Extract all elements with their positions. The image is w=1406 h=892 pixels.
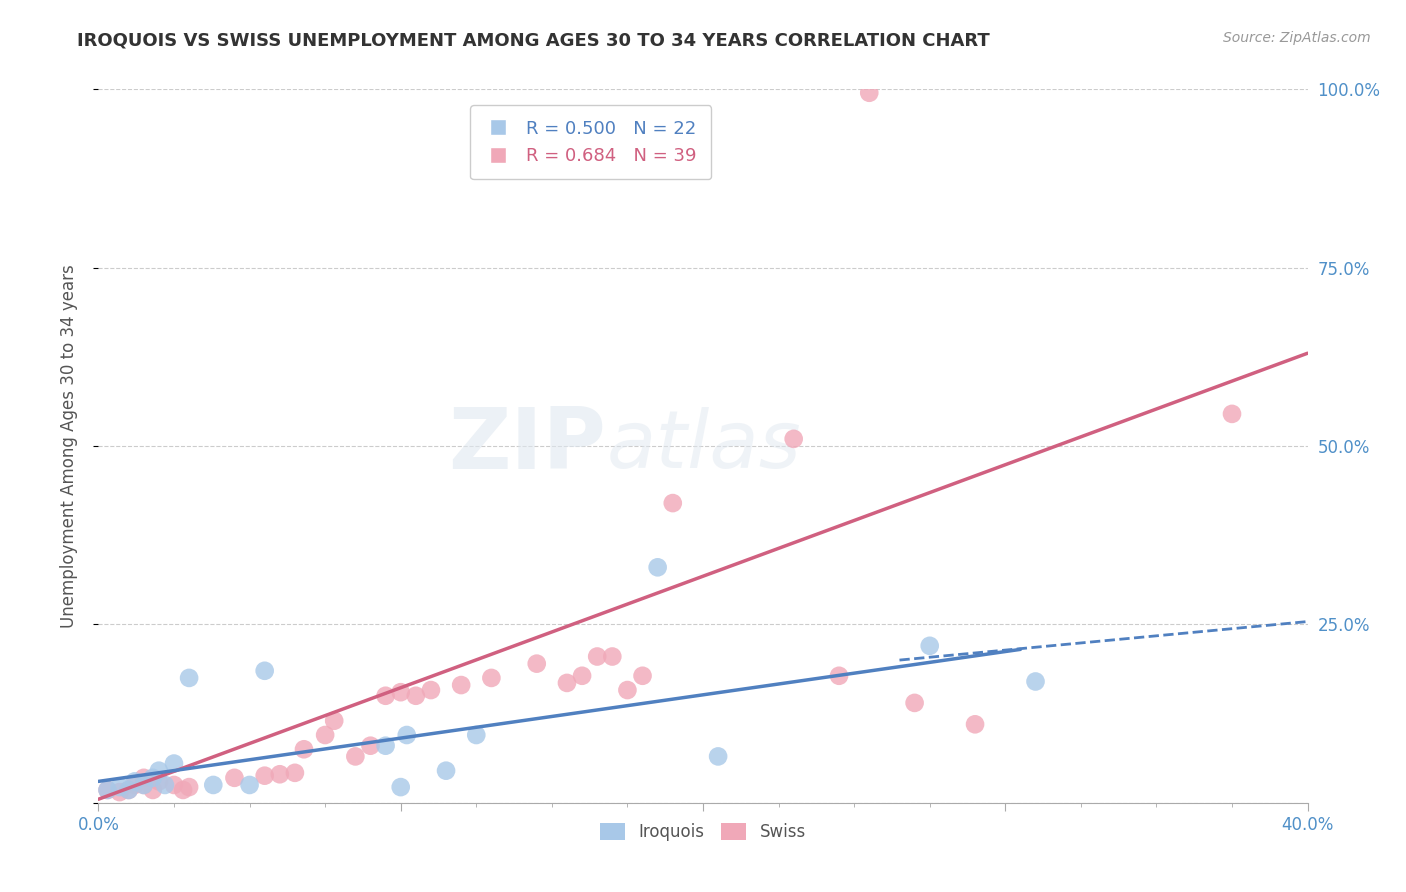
Point — [571, 669, 593, 683]
Point — [224, 771, 246, 785]
Point — [153, 778, 176, 792]
Point — [179, 671, 201, 685]
Point — [253, 769, 276, 783]
Y-axis label: Unemployment Among Ages 30 to 34 years: Unemployment Among Ages 30 to 34 years — [59, 264, 77, 628]
Point — [108, 780, 131, 794]
Point — [395, 728, 418, 742]
Point — [707, 749, 730, 764]
Point — [163, 756, 186, 771]
Point — [132, 771, 155, 785]
Point — [253, 664, 276, 678]
Point — [148, 774, 170, 789]
Point — [344, 749, 367, 764]
Point — [132, 778, 155, 792]
Point — [108, 785, 131, 799]
Point — [172, 783, 194, 797]
Point — [269, 767, 291, 781]
Point — [374, 739, 396, 753]
Legend: Iroquois, Swiss: Iroquois, Swiss — [593, 816, 813, 848]
Point — [239, 778, 262, 792]
Point — [405, 689, 427, 703]
Point — [526, 657, 548, 671]
Point — [904, 696, 927, 710]
Point — [323, 714, 346, 728]
Point — [858, 86, 880, 100]
Point — [292, 742, 315, 756]
Point — [965, 717, 987, 731]
Point — [481, 671, 503, 685]
Point — [148, 764, 170, 778]
Point — [202, 778, 225, 792]
Point — [360, 739, 382, 753]
Point — [132, 778, 155, 792]
Point — [118, 783, 141, 797]
Point — [124, 774, 146, 789]
Point — [586, 649, 609, 664]
Point — [1024, 674, 1046, 689]
Point — [118, 783, 141, 797]
Point — [602, 649, 624, 664]
Point — [284, 765, 307, 780]
Point — [450, 678, 472, 692]
Point — [631, 669, 654, 683]
Point — [661, 496, 683, 510]
Text: atlas: atlas — [606, 407, 801, 485]
Point — [142, 771, 165, 785]
Point — [179, 780, 201, 794]
Point — [420, 683, 443, 698]
Point — [465, 728, 488, 742]
Point — [828, 669, 851, 683]
Point — [389, 780, 412, 794]
Point — [96, 783, 118, 797]
Point — [783, 432, 806, 446]
Point — [555, 676, 578, 690]
Point — [616, 683, 638, 698]
Point — [124, 778, 146, 792]
Point — [314, 728, 336, 742]
Point — [647, 560, 669, 574]
Point — [374, 689, 396, 703]
Text: IROQUOIS VS SWISS UNEMPLOYMENT AMONG AGES 30 TO 34 YEARS CORRELATION CHART: IROQUOIS VS SWISS UNEMPLOYMENT AMONG AGE… — [77, 31, 990, 49]
Text: ZIP: ZIP — [449, 404, 606, 488]
Text: Source: ZipAtlas.com: Source: ZipAtlas.com — [1223, 31, 1371, 45]
Point — [434, 764, 457, 778]
Point — [918, 639, 941, 653]
Point — [96, 783, 118, 797]
Point — [389, 685, 412, 699]
Point — [163, 778, 186, 792]
Point — [142, 783, 165, 797]
Point — [1220, 407, 1243, 421]
